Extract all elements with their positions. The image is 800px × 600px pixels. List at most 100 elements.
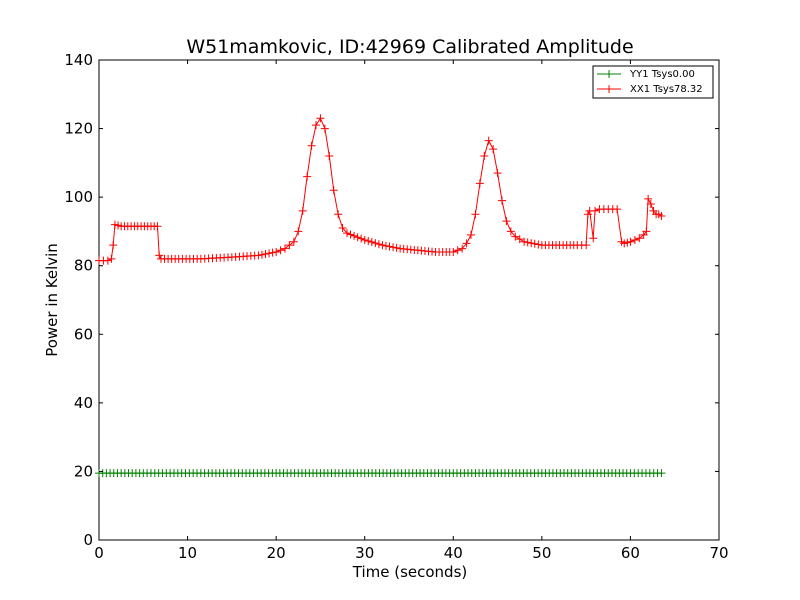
- data-point: [582, 241, 591, 250]
- data-point: [583, 210, 592, 219]
- data-point: [458, 244, 467, 253]
- data-point: [261, 250, 270, 259]
- y-tick-label: 40: [74, 394, 93, 412]
- data-point: [389, 243, 398, 252]
- data-point: [371, 239, 380, 248]
- data-point: [530, 239, 539, 248]
- legend-marker-yy1: +: [604, 67, 614, 81]
- data-point: [334, 210, 343, 219]
- x-axis-label: Time (seconds): [352, 563, 468, 581]
- data-point: [316, 114, 325, 123]
- data-point: [103, 256, 112, 265]
- data-point: [471, 210, 480, 219]
- data-point: [453, 246, 462, 255]
- data-point: [109, 241, 118, 250]
- y-tick-label: 120: [64, 120, 93, 138]
- data-point: [272, 248, 281, 256]
- data-point: [646, 200, 655, 208]
- data-point: [281, 244, 289, 253]
- data-point: [374, 240, 383, 249]
- y-tick-label: 0: [83, 531, 93, 549]
- data-point: [153, 222, 162, 231]
- y-tick-label: 100: [64, 188, 93, 206]
- ticks-layer: [98, 59, 720, 541]
- data-point: [385, 242, 394, 251]
- data-point: [591, 206, 599, 215]
- data-point: [254, 251, 263, 260]
- data-point: [635, 234, 644, 243]
- data-point: [520, 237, 529, 246]
- data-point: [367, 238, 376, 247]
- data-point: [107, 254, 116, 263]
- data-point: [276, 246, 285, 255]
- x-tick-label: 40: [444, 544, 463, 562]
- data-point: [480, 152, 489, 160]
- x-tick-label: 30: [355, 544, 374, 562]
- data-point: [265, 249, 274, 258]
- data-point: [303, 172, 312, 181]
- data-point: [353, 233, 362, 242]
- plot-frame: [98, 59, 720, 541]
- series-markers-0: [95, 469, 666, 478]
- series-markers-1: [95, 114, 666, 265]
- data-point: [338, 224, 347, 232]
- data-point: [506, 227, 515, 236]
- y-tick-label: 140: [64, 51, 93, 69]
- data-point: [657, 469, 666, 478]
- data-point: [589, 234, 598, 243]
- x-tick-label: 0: [94, 544, 104, 562]
- data-point: [511, 232, 520, 241]
- data-point: [343, 229, 351, 238]
- legend-marker-xx1: +: [604, 82, 614, 96]
- data-point: [523, 238, 532, 247]
- legend-frame: [592, 65, 714, 99]
- data-point: [320, 124, 329, 133]
- x-tick-label: 70: [709, 544, 728, 562]
- y-tick-label: 20: [74, 462, 93, 480]
- tick-labels: 0 10 20 30 40 50 60 70 0 20 40 60 80 100 120 140: [64, 51, 728, 562]
- legend-label-yy1: YY1 Tsys0.00: [629, 69, 695, 80]
- data-point: [312, 121, 320, 130]
- legend-label-xx1: XX1 Tsys78.32: [630, 84, 703, 95]
- data-point: [285, 241, 294, 250]
- data-point: [378, 241, 387, 250]
- data-point: [294, 227, 303, 236]
- data-point: [626, 237, 635, 246]
- data-point: [329, 186, 338, 195]
- data-point: [644, 194, 653, 203]
- y-axis-label: Power in Kelvin: [43, 243, 61, 357]
- data-point: [630, 236, 639, 244]
- data-point: [467, 230, 475, 239]
- data-point: [257, 250, 266, 259]
- data-point: [642, 227, 651, 236]
- data-point: [307, 141, 316, 150]
- x-tick-label: 10: [178, 544, 197, 562]
- data-point: [493, 169, 502, 178]
- chart-title: W51mamkovic, ID:42969 Calibrated Amplitu…: [186, 36, 633, 58]
- y-tick-label: 80: [74, 257, 93, 275]
- plot-area: [95, 59, 720, 541]
- data-point: [534, 240, 543, 249]
- series-layer: [95, 114, 666, 478]
- data-point: [364, 237, 373, 246]
- x-tick-label: 50: [532, 544, 551, 562]
- legend: + YY1 Tsys0.00 + XX1 Tsys78.32: [592, 65, 714, 99]
- data-point: [484, 136, 493, 145]
- data-point: [298, 206, 307, 215]
- data-point: [325, 152, 334, 160]
- data-point: [357, 234, 366, 243]
- data-point: [360, 236, 369, 244]
- data-point: [613, 205, 622, 214]
- data-point: [502, 217, 511, 226]
- x-tick-label: 20: [267, 544, 286, 562]
- data-point: [346, 230, 355, 239]
- x-tick-label: 60: [621, 544, 640, 562]
- data-point: [657, 212, 666, 220]
- data-point: [462, 239, 471, 248]
- data-point: [498, 196, 506, 205]
- data-point: [392, 243, 401, 252]
- data-point: [527, 239, 536, 248]
- data-point: [515, 235, 524, 244]
- data-point: [350, 231, 359, 240]
